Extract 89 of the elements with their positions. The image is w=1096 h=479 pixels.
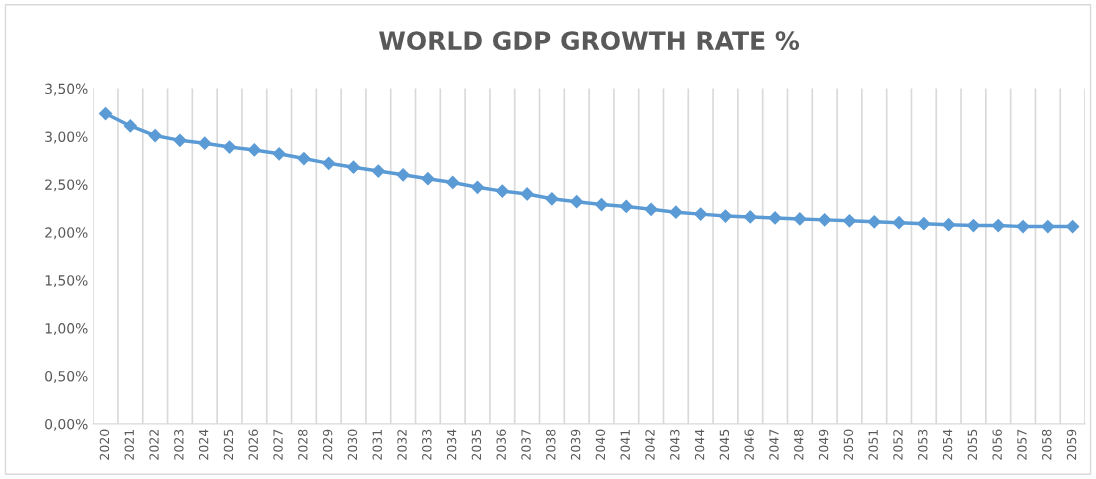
point: [644, 202, 658, 216]
x-tick-label: 2049: [818, 429, 829, 460]
point: [371, 164, 385, 178]
point: [446, 175, 460, 190]
point: [495, 184, 509, 198]
point: [421, 172, 435, 186]
point: [520, 187, 534, 201]
point: [173, 133, 187, 147]
x-tick-label: 2023: [174, 429, 184, 460]
y-tick-label: 3,50%: [45, 83, 88, 96]
x-tick-label: 2030: [347, 429, 358, 460]
point: [297, 151, 311, 166]
point: [322, 156, 336, 170]
point: [793, 212, 807, 226]
point: [917, 217, 931, 231]
y-tick-label: 2,50%: [45, 179, 88, 192]
point: [768, 211, 782, 225]
point: [842, 214, 857, 228]
point: [198, 136, 212, 150]
x-tick-label: 2047: [769, 429, 779, 460]
x-tick-label: 2027: [273, 429, 283, 460]
point: [966, 219, 981, 233]
x-tick-label: 2042: [645, 430, 655, 460]
x-tick-label: 2026: [248, 429, 258, 460]
x-tick-label: 2031: [372, 429, 382, 460]
point: [619, 199, 633, 214]
point: [545, 192, 559, 206]
x-tick-label: 2028: [298, 429, 308, 460]
y-tick-label: 1,00%: [45, 323, 88, 336]
point: [346, 160, 361, 174]
point: [123, 119, 137, 133]
x-tick-label: 2037: [521, 429, 531, 460]
x-tick-label: 2059: [1066, 429, 1077, 460]
chart-title: WORLD GDP GROWTH RATE %: [379, 31, 800, 51]
x-tick-label: 2043: [670, 429, 680, 460]
point: [1041, 219, 1055, 234]
x-tick-label: 2046: [744, 429, 754, 460]
x-tick-label: 2051: [868, 429, 878, 460]
point: [867, 215, 881, 229]
point: [570, 195, 584, 209]
point: [1016, 219, 1030, 234]
point: [694, 207, 708, 221]
point: [98, 106, 113, 121]
point: [818, 213, 832, 227]
x-tick-label: 2044: [694, 429, 705, 460]
point: [247, 143, 261, 157]
y-tick-label: 0,00%: [45, 418, 88, 431]
point: [1066, 219, 1080, 234]
x-tick-label: 2036: [496, 429, 506, 460]
point: [718, 209, 733, 223]
x-tick-label: 2056: [992, 429, 1002, 460]
x-tick-label: 2029: [322, 429, 333, 460]
x-tick-label: 2053: [918, 429, 928, 460]
x-tick-label: 2052: [893, 430, 903, 460]
x-tick-label: 2032: [397, 430, 407, 460]
x-tick-label: 2033: [422, 429, 432, 460]
x-tick-label: 2025: [223, 429, 234, 460]
point: [942, 218, 956, 232]
x-tick-label: 2035: [471, 429, 482, 460]
x-tick-label: 2045: [719, 429, 730, 460]
y-tick-label: 3,00%: [45, 131, 88, 144]
point: [669, 205, 683, 219]
x-tick-label: 2039: [570, 429, 581, 460]
x-tick-label: 2050: [843, 429, 854, 460]
point: [272, 147, 286, 161]
point: [892, 216, 906, 230]
y-tick-label: 1,50%: [45, 275, 88, 288]
x-tick-label: 2034: [446, 429, 457, 460]
point: [148, 128, 162, 143]
x-tick-label: 2058: [1042, 429, 1052, 460]
y-tick-label: 2,00%: [45, 227, 88, 240]
x-tick-label: 2024: [198, 429, 209, 460]
x-tick-label: 2020: [99, 429, 110, 460]
x-tick-label: 2048: [794, 429, 804, 460]
x-tick-label: 2040: [595, 429, 606, 460]
x-tick-label: 2057: [1017, 429, 1027, 460]
point: [991, 219, 1005, 233]
y-tick-label: 0,50%: [45, 370, 88, 383]
x-tick-label: 2038: [546, 429, 556, 460]
x-tick-label: 2054: [942, 429, 953, 460]
x-tick-label: 2055: [967, 429, 978, 460]
point: [396, 168, 410, 182]
x-tick-label: 2021: [124, 429, 134, 460]
point: [743, 210, 757, 224]
point: [222, 140, 237, 154]
x-tick-label: 2041: [620, 429, 630, 460]
point: [594, 197, 609, 212]
x-tick-label: 2022: [149, 430, 159, 460]
point: [470, 180, 485, 194]
